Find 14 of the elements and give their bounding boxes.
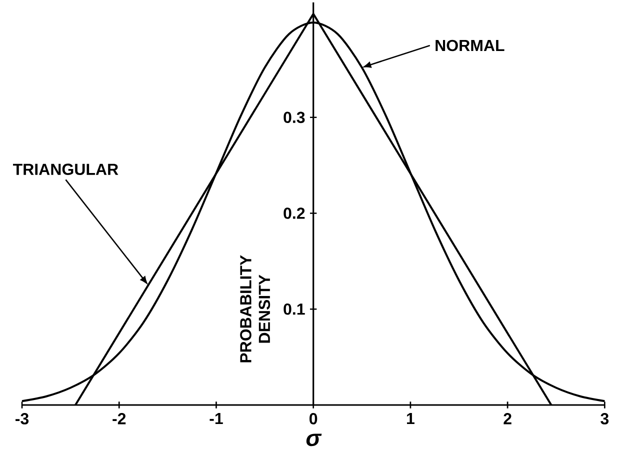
x-tick-label: -2: [112, 413, 126, 424]
y-tick-label: 0.1: [284, 303, 305, 315]
x-tick-label: 2: [504, 413, 512, 424]
y-tick-label: 0.3: [284, 112, 305, 124]
legend-label: NORMAL: [436, 40, 504, 52]
x-tick-label: 0: [310, 413, 318, 424]
y-tick-label: 0.2: [284, 208, 305, 219]
x-tick-label: -3: [16, 413, 29, 424]
x-tick-label: -1: [210, 413, 223, 424]
y-axis-title: PROBABILITY DENSITY: [240, 255, 270, 362]
x-tick-label: 3: [600, 413, 609, 424]
text: TRIANGULAR: [13, 164, 118, 175]
x-axis-title: σ: [306, 434, 322, 446]
x-tick-label: 1: [407, 413, 414, 424]
